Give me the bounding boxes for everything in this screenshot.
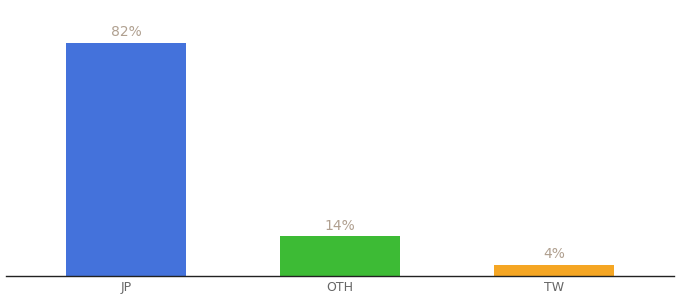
Bar — [279, 236, 401, 276]
Text: 14%: 14% — [324, 219, 356, 232]
Text: 4%: 4% — [543, 247, 565, 261]
Text: 82%: 82% — [111, 25, 141, 39]
Bar — [494, 265, 614, 276]
Bar — [66, 43, 186, 276]
